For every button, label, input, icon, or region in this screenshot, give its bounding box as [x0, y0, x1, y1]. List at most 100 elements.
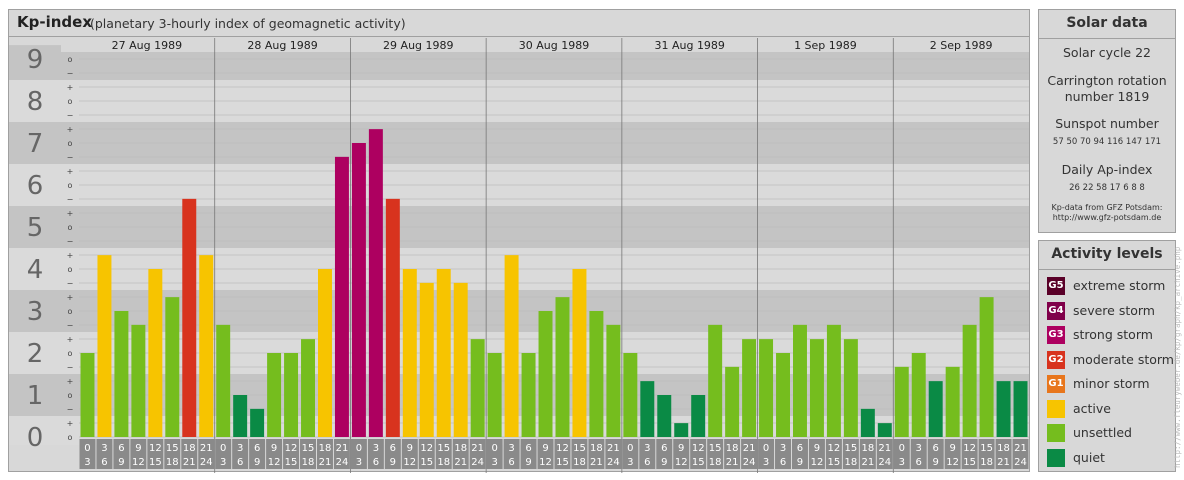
kp-bar — [776, 353, 790, 437]
activity-levels-panel: Activity levels G5 extreme storm G4 severe … — [1038, 240, 1176, 472]
interval-box — [690, 439, 707, 469]
interval-end-label: 6 — [237, 457, 243, 468]
interval-start-label: 9 — [271, 443, 277, 454]
interval-box — [452, 439, 469, 469]
kp-bar — [979, 297, 994, 437]
interval-box — [893, 439, 910, 469]
kp-bar — [911, 353, 926, 437]
interval-start-label: 9 — [542, 443, 548, 454]
interval-end-label: 3 — [220, 457, 226, 468]
solar-data-panel: Solar data Solar cycle 22 Carrington rot… — [1038, 9, 1176, 233]
kp-bar — [250, 408, 265, 437]
interval-end-label: 24 — [336, 457, 349, 468]
interval-start-label: 9 — [407, 443, 413, 454]
interval-start-label: 0 — [899, 443, 905, 454]
interval-end-label: 15 — [420, 457, 433, 468]
kp-bar — [199, 255, 214, 437]
y-sub-tick: o — [68, 349, 73, 358]
interval-end-label: 21 — [726, 457, 739, 468]
interval-box — [707, 439, 724, 469]
interval-box — [147, 439, 164, 469]
interval-start-label: 12 — [420, 443, 433, 454]
legend-swatch — [1047, 399, 1065, 418]
interval-box — [622, 439, 639, 469]
carrington-rotation-number: number 1819 — [1064, 89, 1150, 104]
interval-box — [418, 439, 435, 469]
kp-label-band — [9, 248, 61, 290]
interval-start-label: 21 — [200, 443, 213, 454]
interval-end-label: 9 — [661, 457, 667, 468]
interval-start-label: 12 — [149, 443, 162, 454]
kp-bar — [301, 339, 315, 437]
interval-box — [283, 439, 300, 469]
y-sub-tick: o — [68, 391, 73, 400]
interval-box — [775, 439, 791, 469]
y-sub-tick: − — [67, 153, 74, 162]
interval-box — [842, 439, 859, 469]
interval-box — [1012, 439, 1029, 469]
ap-index-values: 26 22 58 17 6 8 8 — [1069, 183, 1145, 193]
interval-end-label: 24 — [743, 457, 756, 468]
interval-start-label: 18 — [590, 443, 603, 454]
interval-start-label: 0 — [220, 443, 226, 454]
interval-start-label: 21 — [1014, 443, 1027, 454]
kp-label-band — [9, 45, 61, 80]
interval-start-label: 18 — [319, 443, 332, 454]
watermark: http://www.fleuryweber.de/kp/graph/kp_ar… — [1173, 246, 1182, 468]
interval-end-label: 18 — [166, 457, 179, 468]
kp-bar — [708, 324, 723, 437]
interval-start-label: 21 — [336, 443, 349, 454]
interval-start-label: 18 — [454, 443, 467, 454]
kp-bar — [1013, 381, 1028, 437]
interval-box — [758, 439, 775, 469]
y-sub-tick: o — [68, 307, 73, 316]
kp-bar — [843, 339, 858, 437]
interval-box — [333, 439, 350, 469]
interval-start-label: 21 — [471, 443, 484, 454]
interval-end-label: 3 — [899, 457, 905, 468]
y-sub-tick: − — [67, 321, 74, 330]
y-tick-label: 5 — [27, 213, 44, 243]
interval-start-label: 15 — [980, 443, 993, 454]
legend-swatch: G2 — [1047, 350, 1065, 369]
kp-bar — [318, 269, 332, 437]
kp-chart-panel: Kp-index (planetary 3-hourly index of ge… — [8, 9, 1030, 473]
interval-end-label: 3 — [356, 457, 362, 468]
legend-swatch: G3 — [1047, 326, 1065, 344]
y-tick-label: 3 — [27, 297, 44, 327]
interval-end-label: 24 — [878, 457, 891, 468]
kp-bar — [97, 255, 112, 437]
interval-end-label: 24 — [471, 457, 484, 468]
interval-start-label: 6 — [525, 443, 531, 454]
interval-end-label: 15 — [556, 457, 569, 468]
y-sub-tick: − — [67, 111, 74, 120]
interval-end-label: 6 — [644, 457, 650, 468]
interval-end-label: 6 — [508, 457, 514, 468]
kp-bar — [436, 269, 451, 437]
interval-end-label: 18 — [573, 457, 586, 468]
interval-start-label: 0 — [491, 443, 497, 454]
interval-start-label: 15 — [302, 443, 315, 454]
y-sub-tick: o — [68, 265, 73, 274]
interval-end-label: 3 — [491, 457, 497, 468]
kp-bar — [419, 282, 434, 437]
legend-label: severe storm — [1073, 302, 1155, 318]
kp-bar — [402, 269, 417, 437]
interval-end-label: 3 — [627, 457, 633, 468]
sunspot-label: Sunspot number — [1055, 116, 1159, 131]
interval-end-label: 18 — [980, 457, 993, 468]
interval-box — [724, 439, 741, 469]
interval-start-label: 15 — [845, 443, 858, 454]
kp-label-band — [9, 164, 61, 206]
day-label: 29 Aug 1989 — [383, 39, 453, 52]
y-sub-tick: + — [67, 251, 74, 260]
interval-start-label: 3 — [780, 443, 786, 454]
kp-bar — [691, 395, 706, 437]
y-tick-label: 9 — [27, 45, 44, 75]
interval-end-label: 24 — [200, 457, 213, 468]
y-sub-tick: − — [67, 195, 74, 204]
interval-start-label: 0 — [763, 443, 769, 454]
interval-end-label: 21 — [319, 457, 332, 468]
interval-box — [571, 439, 588, 469]
day-label: 1 Sep 1989 — [794, 39, 857, 52]
